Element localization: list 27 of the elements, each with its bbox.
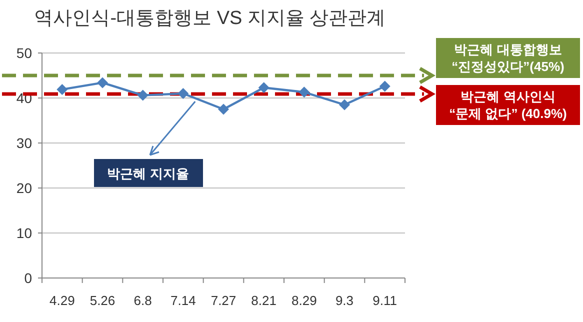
x-tick-label: 7.27 xyxy=(210,293,236,308)
y-tick-label: 50 xyxy=(16,45,32,61)
y-tick-label: 30 xyxy=(16,135,32,151)
point xyxy=(258,82,270,94)
point xyxy=(379,80,390,92)
ref-line-label: 박근혜 대통합행보 “진정성있다”(45%) xyxy=(452,42,564,74)
x-tick-label: 8.21 xyxy=(251,293,276,308)
x-tick-label: 9.11 xyxy=(372,293,398,308)
x-tick-label: 5.26 xyxy=(90,293,116,308)
y-tick-label: 10 xyxy=(16,225,32,241)
x-tick-label: 6.8 xyxy=(134,293,152,308)
chart-title: 역사인식-대통합행보 VS 지지율 상관관계 xyxy=(34,8,386,29)
y-tick-label: 0 xyxy=(24,270,32,286)
x-tick-label: 9.3 xyxy=(335,293,354,308)
point xyxy=(178,88,189,99)
point xyxy=(218,104,229,115)
point xyxy=(97,77,108,88)
point xyxy=(298,86,310,98)
x-tick-label: 4.29 xyxy=(50,293,75,308)
x-tick-label: 8.29 xyxy=(292,293,317,308)
text: 박근혜 지지율 xyxy=(107,166,189,181)
ref-line-label: 박근혜 역사인식 “문제 없다” (40.9%) xyxy=(449,89,567,121)
point xyxy=(137,90,148,101)
x-tick-label: 7.14 xyxy=(170,293,196,308)
y-tick-label: 20 xyxy=(16,180,32,196)
point xyxy=(56,84,68,95)
point xyxy=(339,99,350,110)
